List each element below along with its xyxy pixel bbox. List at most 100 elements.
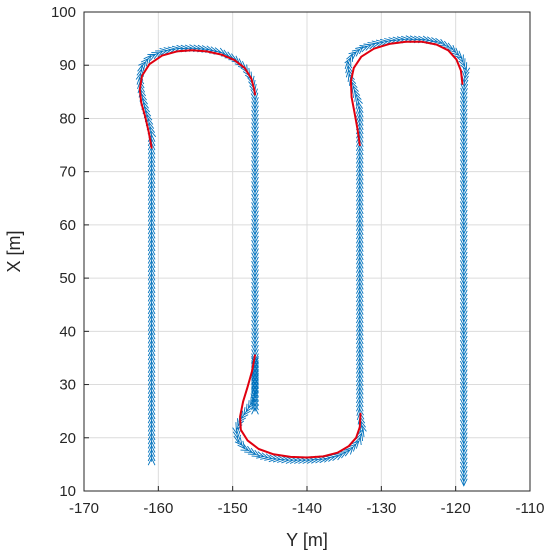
heading-arrow bbox=[355, 201, 364, 210]
heading-arrow bbox=[459, 226, 468, 235]
heading-arrow bbox=[251, 377, 259, 386]
heading-arrow bbox=[251, 151, 259, 160]
heading-arrow bbox=[346, 53, 354, 62]
heading-arrow bbox=[371, 40, 381, 48]
x-tick-label: -150 bbox=[218, 500, 248, 517]
y-tick-label: 100 bbox=[51, 4, 76, 21]
heading-arrow bbox=[355, 168, 364, 177]
heading-arrow bbox=[147, 158, 156, 168]
heading-arrow bbox=[355, 285, 364, 294]
heading-arrow bbox=[344, 60, 353, 70]
heading-arrow bbox=[459, 247, 468, 256]
heading-arrow bbox=[462, 66, 471, 76]
y-axis-label: X [m] bbox=[4, 230, 24, 272]
heading-arrow bbox=[251, 344, 259, 354]
heading-arrow bbox=[459, 331, 468, 340]
heading-arrow bbox=[147, 360, 156, 369]
heading-arrow bbox=[147, 431, 156, 441]
heading-arrow bbox=[355, 319, 364, 328]
heading-arrow bbox=[251, 449, 261, 457]
heading-arrow bbox=[355, 247, 364, 257]
heading-arrow bbox=[355, 218, 364, 227]
heading-arrow bbox=[459, 310, 468, 319]
heading-arrow bbox=[147, 385, 156, 394]
heading-arrow bbox=[459, 293, 468, 302]
heading-arrow bbox=[459, 407, 468, 416]
heading-arrow bbox=[251, 256, 259, 265]
heading-arrow bbox=[355, 100, 363, 110]
x-tick-label: -140 bbox=[292, 500, 322, 517]
heading-arrow bbox=[355, 184, 364, 194]
heading-arrow bbox=[147, 53, 157, 61]
heading-arrow bbox=[251, 376, 259, 386]
heading-arrow bbox=[251, 113, 259, 123]
heading-arrow bbox=[355, 298, 364, 307]
heading-arrow bbox=[459, 449, 468, 458]
heading-arrow bbox=[459, 415, 468, 424]
heading-arrow bbox=[459, 360, 468, 370]
x-tick-label: -170 bbox=[69, 500, 99, 517]
heading-arrow bbox=[251, 244, 259, 253]
heading-arrow bbox=[251, 130, 259, 139]
heading-arrow bbox=[250, 88, 258, 97]
heading-arrow bbox=[245, 403, 254, 413]
heading-arrow bbox=[147, 154, 156, 163]
heading-arrow bbox=[147, 436, 156, 445]
heading-arrow bbox=[459, 260, 468, 269]
heading-arrow bbox=[355, 46, 364, 55]
heading-arrow bbox=[251, 290, 259, 299]
heading-arrow bbox=[355, 155, 364, 164]
heading-arrow bbox=[147, 364, 156, 373]
heading-arrow bbox=[459, 234, 468, 244]
heading-arrow bbox=[375, 39, 385, 48]
heading-arrow bbox=[251, 155, 259, 165]
heading-arrow bbox=[251, 105, 259, 114]
heading-arrow bbox=[147, 394, 156, 403]
heading-arrow bbox=[151, 52, 160, 60]
heading-arrow bbox=[356, 407, 364, 416]
heading-arrow bbox=[147, 381, 156, 390]
heading-arrow bbox=[147, 175, 156, 184]
heading-arrow bbox=[355, 117, 364, 126]
axes-box bbox=[83, 11, 531, 492]
heading-arrow bbox=[460, 62, 468, 71]
heading-arrow bbox=[459, 474, 468, 483]
heading-arrow bbox=[147, 251, 156, 260]
heading-arrow bbox=[264, 453, 273, 461]
heading-arrow bbox=[251, 385, 259, 394]
heading-arrow bbox=[355, 357, 364, 366]
heading-arrow bbox=[459, 356, 468, 365]
heading-arrow bbox=[459, 428, 468, 437]
heading-arrow bbox=[355, 205, 364, 215]
heading-arrow bbox=[147, 280, 156, 289]
heading-arrow bbox=[355, 331, 364, 341]
heading-arrow bbox=[147, 226, 156, 235]
heading-arrow bbox=[459, 381, 468, 391]
heading-arrow bbox=[251, 122, 259, 131]
heading-arrow bbox=[355, 310, 364, 320]
heading-arrow bbox=[355, 277, 364, 286]
heading-arrow bbox=[251, 101, 259, 110]
heading-arrow bbox=[459, 213, 468, 223]
heading-arrow bbox=[459, 188, 468, 197]
heading-arrow bbox=[251, 265, 259, 274]
heading-arrow bbox=[147, 234, 156, 243]
heading-arrow bbox=[147, 259, 156, 268]
heading-arrow bbox=[147, 205, 156, 214]
heading-arrow bbox=[459, 289, 468, 298]
heading-arrow bbox=[459, 365, 468, 374]
x-axis-label: Y [m] bbox=[286, 530, 328, 550]
heading-arrow bbox=[147, 301, 156, 310]
heading-arrow bbox=[251, 239, 259, 249]
heading-arrow bbox=[459, 285, 468, 294]
heading-arrow bbox=[251, 97, 259, 106]
heading-arrow bbox=[147, 188, 156, 197]
heading-arrow bbox=[147, 326, 156, 336]
heading-arrow bbox=[356, 411, 365, 421]
heading-arrow bbox=[355, 189, 364, 198]
heading-arrow bbox=[459, 134, 468, 143]
heading-arrow bbox=[281, 455, 290, 464]
heading-arrow bbox=[251, 260, 259, 270]
turn-curve-3 bbox=[349, 40, 464, 147]
heading-arrow bbox=[355, 113, 364, 122]
